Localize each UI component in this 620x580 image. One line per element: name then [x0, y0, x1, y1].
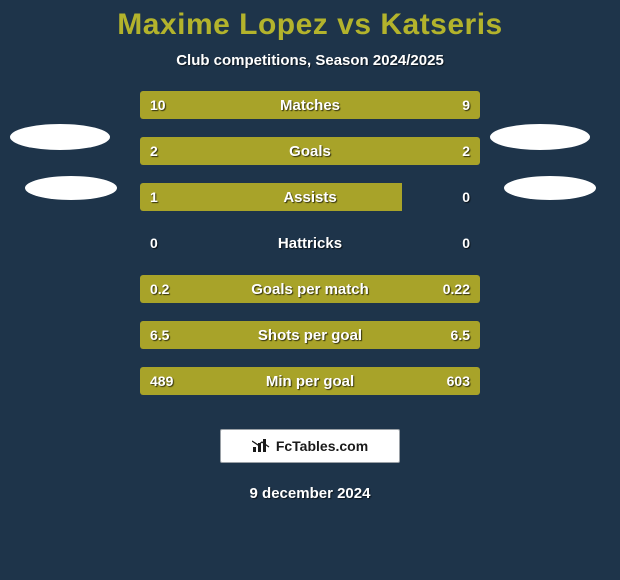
- stat-value-right: 0: [462, 183, 470, 211]
- stat-row: 22Goals: [140, 137, 480, 165]
- bar-segment-left: [140, 367, 293, 395]
- bar-segment-right: [293, 367, 480, 395]
- source-badge: FcTables.com: [220, 429, 400, 463]
- bar-segment-left: [140, 321, 310, 349]
- stat-row: 6.56.5Shots per goal: [140, 321, 480, 349]
- stat-row: 0 0Hattricks: [140, 229, 480, 257]
- bar-chart-icon: [252, 439, 270, 453]
- source-badge-text: FcTables.com: [276, 438, 368, 454]
- page-title: Maxime Lopez vs Katseris: [0, 8, 620, 42]
- stat-row: 489603Min per goal: [140, 367, 480, 395]
- stat-label: Hattricks: [140, 229, 480, 257]
- bar-segment-left: [140, 275, 303, 303]
- infographic-root: Maxime Lopez vs Katseris Club competitio…: [0, 0, 620, 580]
- player-photo-placeholder: [504, 176, 596, 200]
- bar-segment-left: [140, 183, 402, 211]
- stat-value-right: 0: [462, 229, 470, 257]
- bar-segment-left: [140, 91, 317, 119]
- stat-row: 109Matches: [140, 91, 480, 119]
- stat-row: 0.20.22Goals per match: [140, 275, 480, 303]
- bar-segment-right: [310, 137, 480, 165]
- date-label: 9 december 2024: [0, 485, 620, 502]
- stat-row: 10Assists: [140, 183, 480, 211]
- bar-segment-left: [140, 137, 310, 165]
- bar-segment-right: [310, 321, 480, 349]
- bar-segment-right: [317, 91, 480, 119]
- stat-value-left: 0: [150, 229, 158, 257]
- player-photo-placeholder: [10, 124, 110, 150]
- player-photo-placeholder: [490, 124, 590, 150]
- subtitle: Club competitions, Season 2024/2025: [0, 52, 620, 69]
- bars-container: 109Matches22Goals10Assists00Hattricks0.2…: [140, 91, 480, 413]
- bar-segment-right: [303, 275, 480, 303]
- player-photo-placeholder: [25, 176, 117, 200]
